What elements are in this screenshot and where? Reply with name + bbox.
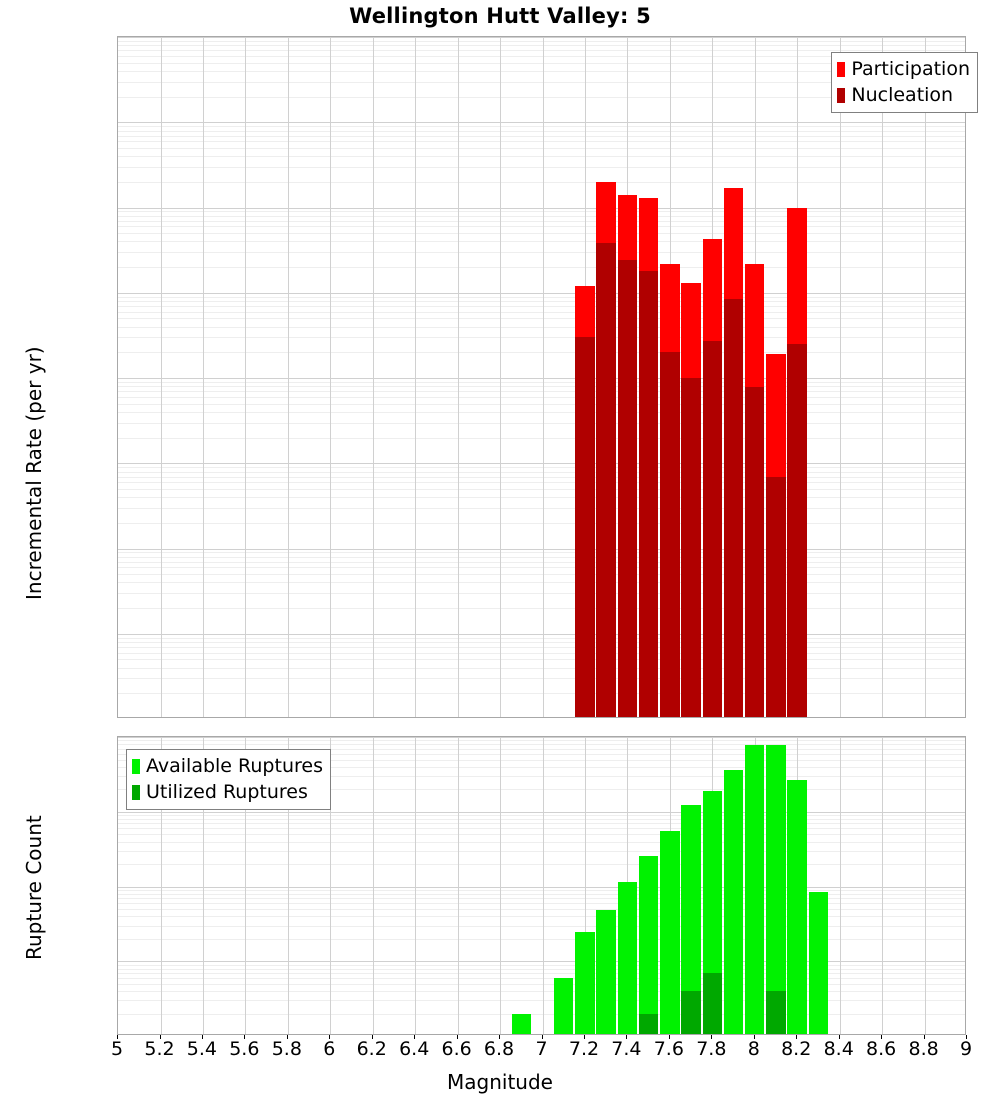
- bar-available: [787, 779, 807, 1034]
- bar-available: [511, 1013, 532, 1034]
- legend-swatch-utilized-ruptures: [132, 784, 140, 800]
- x-tick-20: 9: [959, 1038, 973, 1060]
- legend-label-participation: Participation: [851, 57, 970, 80]
- bar-utilized: [766, 991, 786, 1034]
- bars-bottom: [118, 737, 965, 1034]
- legend-label-utilized-ruptures: Utilized Ruptures: [146, 780, 308, 803]
- x-tick-11: 7.2: [568, 1038, 600, 1060]
- y-axis-label-bottom: Rupture Count: [22, 815, 46, 960]
- bar-utilized: [702, 972, 723, 1034]
- bar-utilized: [744, 387, 765, 717]
- bar-utilized: [617, 260, 638, 717]
- x-tick-8: 6.6: [441, 1038, 472, 1060]
- x-tick-4: 5.8: [271, 1038, 302, 1060]
- bar-available: [660, 831, 680, 1034]
- bar-available: [575, 931, 595, 1034]
- x-tick-18: 8.6: [865, 1038, 897, 1060]
- x-tick-13: 7.6: [653, 1038, 684, 1060]
- legend-item-participation: Participation: [837, 56, 970, 82]
- bar-available: [744, 745, 765, 1034]
- bar-utilized: [766, 476, 786, 717]
- bar-available: [596, 910, 616, 1034]
- legend-item-available-ruptures: Available Ruptures: [132, 753, 323, 779]
- bar-utilized: [596, 243, 616, 717]
- plot-area-bottom: [117, 736, 966, 1035]
- x-tick-0: 5: [110, 1038, 124, 1060]
- x-tick-6: 6.2: [356, 1038, 387, 1060]
- bar-available: [808, 891, 829, 1034]
- legend-item-utilized-ruptures: Utilized Ruptures: [132, 779, 323, 805]
- x-tick-9: 6.8: [483, 1038, 515, 1060]
- bar-available: [617, 882, 638, 1034]
- legend-swatch-available-ruptures: [132, 758, 140, 774]
- x-tick-19: 8.8: [908, 1038, 939, 1060]
- x-tick-17: 8.4: [823, 1038, 854, 1060]
- bar-utilized: [638, 271, 659, 717]
- x-tick-1: 5.2: [144, 1038, 175, 1060]
- x-tick-2: 5.4: [186, 1038, 217, 1060]
- legend-label-available-ruptures: Available Ruptures: [146, 754, 323, 777]
- x-tick-15: 8: [747, 1038, 760, 1060]
- bar-utilized: [702, 341, 723, 717]
- bar-utilized: [723, 298, 744, 717]
- legend-label-nucleation: Nucleation: [851, 83, 954, 106]
- bar-available: [766, 745, 786, 1034]
- legend-bottom: Available Ruptures Utilized Ruptures: [126, 749, 331, 810]
- bars-top: [118, 37, 965, 717]
- bar-utilized: [638, 1013, 659, 1034]
- bar-utilized: [660, 352, 680, 717]
- x-tick-10: 7: [535, 1038, 548, 1060]
- legend-item-nucleation: Nucleation: [837, 82, 970, 108]
- bar-available: [681, 804, 701, 1034]
- legend-top: Participation Nucleation: [831, 52, 978, 113]
- x-tick-16: 8.2: [781, 1038, 812, 1060]
- bar-available: [553, 977, 574, 1034]
- bar-available: [638, 856, 659, 1034]
- x-tick-7: 6.4: [399, 1038, 430, 1060]
- bar-available: [723, 770, 744, 1034]
- page-title: Wellington Hutt Valley: 5: [349, 4, 651, 28]
- bar-utilized: [681, 378, 701, 717]
- x-tick-5: 6: [323, 1038, 336, 1060]
- legend-swatch-nucleation: [837, 87, 846, 103]
- legend-swatch-participation: [837, 61, 846, 77]
- x-tick-3: 5.6: [229, 1038, 260, 1060]
- bar-utilized: [681, 991, 701, 1034]
- x-tick-14: 7.8: [696, 1038, 727, 1060]
- bar-utilized: [787, 344, 807, 717]
- x-tick-12: 7.4: [611, 1038, 642, 1060]
- bar-utilized: [575, 337, 595, 717]
- y-axis-label-top: Incremental Rate (per yr): [22, 346, 46, 600]
- plot-area-top: [117, 36, 966, 718]
- x-axis-label: Magnitude: [447, 1070, 553, 1094]
